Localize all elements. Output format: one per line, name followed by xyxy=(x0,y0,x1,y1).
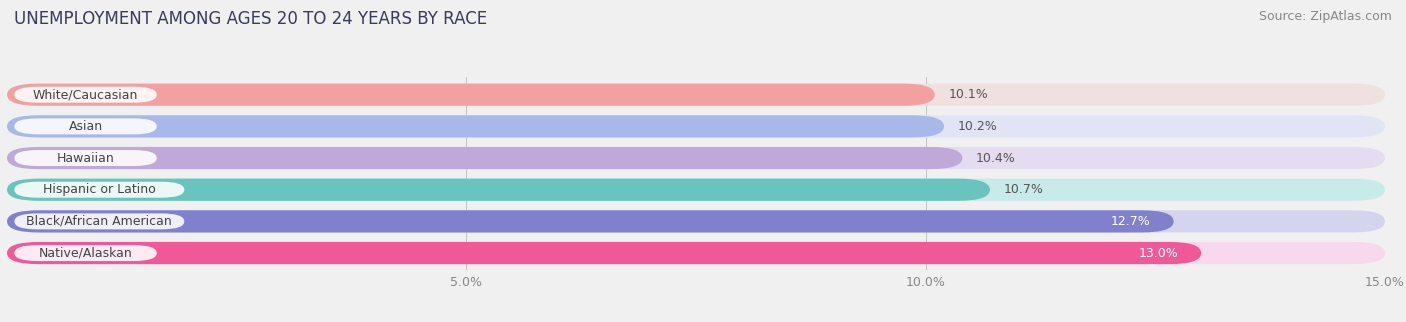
Text: Black/African American: Black/African American xyxy=(27,215,172,228)
FancyBboxPatch shape xyxy=(14,118,156,134)
Text: 10.7%: 10.7% xyxy=(1004,183,1043,196)
FancyBboxPatch shape xyxy=(7,115,943,137)
Text: Hawaiian: Hawaiian xyxy=(56,152,114,165)
Text: 10.2%: 10.2% xyxy=(957,120,997,133)
Text: White/Caucasian: White/Caucasian xyxy=(32,88,138,101)
Text: Native/Alaskan: Native/Alaskan xyxy=(39,247,132,260)
Text: 12.7%: 12.7% xyxy=(1111,215,1150,228)
FancyBboxPatch shape xyxy=(14,245,156,261)
FancyBboxPatch shape xyxy=(14,182,184,198)
Text: 10.4%: 10.4% xyxy=(976,152,1017,165)
FancyBboxPatch shape xyxy=(7,147,962,169)
FancyBboxPatch shape xyxy=(7,210,1385,232)
FancyBboxPatch shape xyxy=(14,87,156,103)
Text: 10.1%: 10.1% xyxy=(949,88,988,101)
Text: Asian: Asian xyxy=(69,120,103,133)
FancyBboxPatch shape xyxy=(7,242,1385,264)
FancyBboxPatch shape xyxy=(7,179,990,201)
FancyBboxPatch shape xyxy=(7,84,935,106)
FancyBboxPatch shape xyxy=(14,213,184,229)
FancyBboxPatch shape xyxy=(14,150,156,166)
Text: Source: ZipAtlas.com: Source: ZipAtlas.com xyxy=(1258,10,1392,23)
FancyBboxPatch shape xyxy=(7,147,1385,169)
Text: Hispanic or Latino: Hispanic or Latino xyxy=(44,183,156,196)
FancyBboxPatch shape xyxy=(7,242,1201,264)
FancyBboxPatch shape xyxy=(7,84,1385,106)
FancyBboxPatch shape xyxy=(7,115,1385,137)
FancyBboxPatch shape xyxy=(7,210,1174,232)
Text: UNEMPLOYMENT AMONG AGES 20 TO 24 YEARS BY RACE: UNEMPLOYMENT AMONG AGES 20 TO 24 YEARS B… xyxy=(14,10,488,28)
FancyBboxPatch shape xyxy=(7,179,1385,201)
Text: 13.0%: 13.0% xyxy=(1139,247,1178,260)
